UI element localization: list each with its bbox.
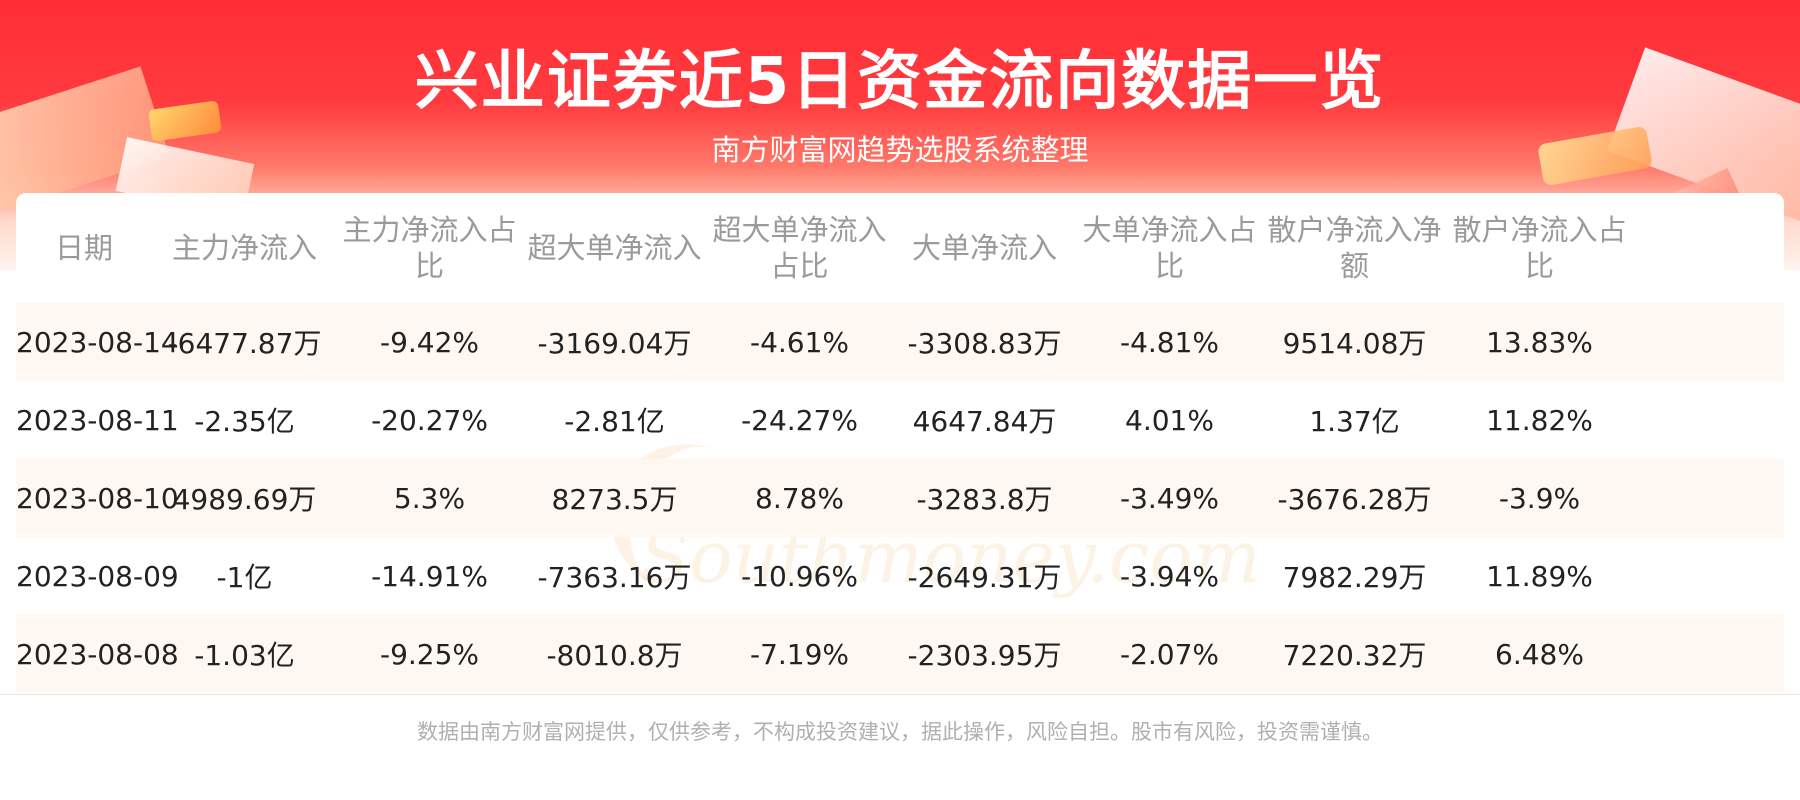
table-spacer-cell [1632,615,1784,693]
table-cell: -7.19% [707,615,892,693]
table-cell: -3169.04万 [522,303,707,381]
column-header: 主力净流入 [171,231,317,265]
table-cell: 13.83% [1447,303,1632,381]
table-cell: 8273.5万 [522,459,707,537]
table-cell: -2649.31万 [907,561,1062,594]
table-cell: -3308.83万 [892,303,1077,381]
table-cell: 2023-08-09 [16,559,179,593]
table-spacer-cell [1632,381,1784,459]
table-cell: 6.48% [1447,615,1632,693]
table-cell: 2023-08-11 [16,403,179,437]
table-cell: -3.9% [1447,459,1632,537]
column-header: 主力净流入占比 [342,213,517,283]
table-cell: -9.42% [337,303,522,381]
column-header: 大单净流入占比 [1082,213,1257,283]
table-cell: -2303.95万 [892,615,1077,693]
table-cell: 7982.29万 [1282,561,1427,594]
table-cell: -2.35亿 [194,405,295,438]
table-cell: -2.07% [1077,615,1262,693]
fund-flow-table: 日期 主力净流入 主力净流入占比 超大单净流入 超大单净流入占比 大单净流入 大… [16,193,1784,693]
table-header-row: 日期 主力净流入 主力净流入占比 超大单净流入 超大单净流入占比 大单净流入 大… [16,193,1784,303]
table-cell: 1.37亿 [1309,405,1400,438]
table-cell: 2023-08-14 [16,303,179,381]
table-row: 2023-08-08 -1.03亿 -9.25% -8010.8万 -7.19%… [16,615,1784,693]
table-cell: -3.94% [1119,559,1220,593]
table-cell: -10.96% [741,559,858,593]
table-cell: -7363.16万 [537,561,692,594]
table-cell: 5.3% [337,459,522,537]
table-cell: 7220.32万 [1262,615,1447,693]
divider [0,694,1800,695]
table-cell: -3.49% [1077,459,1262,537]
column-header: 日期 [54,231,113,265]
table-cell: -3676.28万 [1262,459,1447,537]
table-cell: 9514.08万 [1262,303,1447,381]
table-cell: 8.78% [707,459,892,537]
column-header: 大单净流入 [911,231,1057,265]
table-cell: -2.81亿 [564,405,665,438]
table-cell: 2023-08-08 [16,615,179,693]
table-spacer-cell [1632,303,1784,381]
table-spacer-cell [1632,537,1784,615]
table-cell: -3283.8万 [892,459,1077,537]
column-spacer [1632,193,1784,303]
table-row: 2023-08-11 -2.35亿 -20.27% -2.81亿 -24.27%… [16,381,1784,459]
table-spacer-cell [1632,459,1784,537]
column-header: 散户净流入占比 [1452,213,1627,283]
column-header: 超大单净流入占比 [712,213,887,283]
footer-disclaimer: 数据由南方财富网提供，仅供参考，不构成投资建议，据此操作，风险自担。股市有风险，… [417,720,1383,744]
table-row: 2023-08-10 4989.69万 5.3% 8273.5万 8.78% -… [16,459,1784,537]
column-header: 超大单净流入 [527,231,702,265]
table-row: 2023-08-14 -6477.87万 -9.42% -3169.04万 -4… [16,303,1784,381]
table-cell: -8010.8万 [522,615,707,693]
page-subtitle: 南方财富网趋势选股系统整理 [711,133,1089,167]
table-cell: 4647.84万 [912,405,1057,438]
table-cell: -14.91% [371,559,488,593]
table-cell: 2023-08-10 [16,459,179,537]
table-cell: -24.27% [741,403,858,437]
table-cell: -6477.87万 [152,303,337,381]
page-title: 兴业证券近5日资金流向数据一览 [414,45,1386,119]
table-cell: -4.61% [707,303,892,381]
table-row: 2023-08-09 -1亿 -14.91% -7363.16万 -10.96%… [16,537,1784,615]
table-cell: -9.25% [337,615,522,693]
table-cell: -1亿 [216,561,273,594]
table-cell: 11.89% [1486,559,1593,593]
table-card [16,193,1784,695]
table-cell: 4.01% [1125,403,1214,437]
table-cell: 4989.69万 [152,459,337,537]
table-cell: 11.82% [1486,403,1593,437]
table-cell: -20.27% [371,403,488,437]
table-cell: -4.81% [1077,303,1262,381]
table-cell: -1.03亿 [152,615,337,693]
column-header: 散户净流入净额 [1267,213,1442,283]
